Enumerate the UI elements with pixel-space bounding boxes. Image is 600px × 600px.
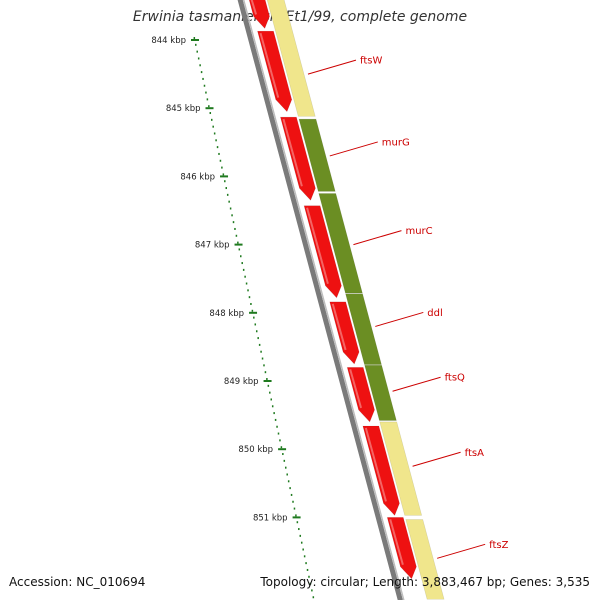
reverse-gene-highlight [331, 303, 347, 351]
reverse-gene-highlight [364, 427, 387, 502]
gene-label-leader [412, 451, 461, 467]
reverse-gene-arrow [362, 425, 400, 516]
gene-label-ftsA[interactable]: ftsA [465, 448, 484, 459]
ruler-tick-label: 849 kbp [224, 377, 259, 387]
ruler-tick-label: 847 kbp [195, 241, 230, 251]
forward-gene-ftsZ [405, 519, 445, 600]
reverse-gene-arrow [257, 30, 293, 113]
reverse-gene-arrow [346, 367, 375, 423]
gene-label-leader [353, 230, 402, 246]
ruler-tick-label: 850 kbp [238, 445, 273, 455]
gene-label-ftsZ[interactable]: ftsZ [489, 540, 508, 551]
forward-gene-ddlB [345, 293, 382, 365]
ruler-layer: 844 kbp 845 kbp 846 kbp 847 kbp 848 kbp 849 k… [151, 36, 315, 599]
forward-strand-layer [266, 0, 445, 600]
gene-label-murC[interactable]: murC [405, 226, 432, 237]
gene-label-layer: ftsW murG murC ddl ftsQ ftsA ftsZ [307, 56, 509, 559]
gene-label-murG[interactable]: murG [382, 137, 410, 148]
reverse-gene-arrow [329, 301, 360, 365]
ruler-tick-label: 848 kbp [209, 309, 244, 319]
gene-label-leader [437, 543, 486, 559]
reverse-gene-arrow [303, 205, 342, 299]
forward-gene-ftsA [379, 421, 423, 516]
gene-label-leader [375, 311, 424, 327]
gene-label-leader [329, 141, 378, 157]
ruler-tick-label: 845 kbp [166, 104, 201, 114]
ruler-tick-label: 844 kbp [151, 36, 186, 46]
backbone-layer [237, 0, 405, 600]
forward-gene-ftsW [266, 0, 316, 117]
reverse-strand-layer [248, 0, 417, 580]
reverse-gene-highlight [250, 0, 258, 15]
forward-gene-ftsQ [364, 365, 397, 421]
gene-label-leader [392, 376, 441, 392]
reverse-gene-highlight [349, 369, 362, 409]
reverse-gene-arrow [386, 517, 417, 580]
ruler-tick-label: 846 kbp [180, 172, 215, 182]
genome-backbone-highlight [242, 0, 405, 600]
genome-backbone [237, 0, 403, 600]
accession-text: Accession: NC_010694 [9, 575, 146, 589]
reverse-gene-highlight [282, 118, 303, 187]
forward-gene-murG [298, 118, 336, 192]
reverse-gene-highlight [389, 519, 404, 566]
gene-label-ftsW[interactable]: ftsW [360, 56, 382, 67]
gene-label-ddl[interactable]: ddl [427, 308, 442, 319]
gene-label-leader [307, 59, 357, 75]
reverse-gene-highlight [259, 32, 280, 98]
ruler-tick-label: 851 kbp [253, 513, 288, 523]
reverse-gene-highlight [306, 207, 329, 285]
reverse-gene-arrow [248, 0, 270, 29]
forward-gene-murC [318, 193, 363, 294]
gene-label-ftsQ[interactable]: ftsQ [445, 373, 465, 384]
map-title: Erwinia tasmaniensis Et1/99, complete ge… [132, 9, 468, 25]
reverse-gene-arrow [280, 116, 316, 201]
genome-summary-text: Topology: circular; Length: 3,883,467 bp… [260, 575, 590, 589]
